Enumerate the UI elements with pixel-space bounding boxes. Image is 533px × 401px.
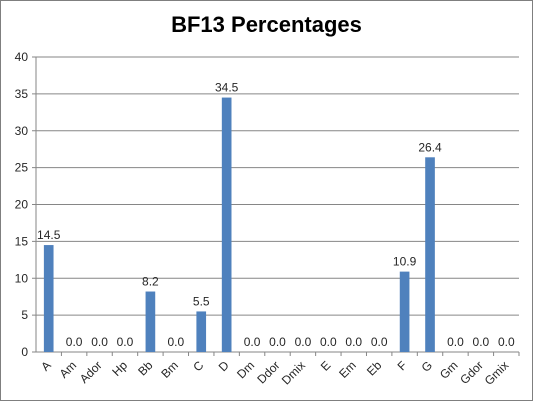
data-label-ador: 0.0 bbox=[91, 335, 108, 349]
y-tick-label: 25 bbox=[15, 161, 29, 175]
bar-g bbox=[425, 157, 435, 352]
x-tick-label: F bbox=[395, 358, 410, 373]
gridlines bbox=[36, 56, 519, 316]
bar-bb bbox=[145, 291, 156, 352]
y-tick-label: 0 bbox=[21, 345, 28, 359]
x-tick-label: Hp bbox=[109, 358, 130, 379]
x-tick-label: Em bbox=[336, 358, 359, 381]
x-tick-label: Am bbox=[57, 358, 80, 381]
data-label-bm: 0.0 bbox=[167, 335, 184, 349]
data-label-dmix: 0.0 bbox=[295, 335, 312, 349]
data-label-hp: 0.0 bbox=[117, 335, 134, 349]
data-label-e: 0.0 bbox=[320, 335, 337, 349]
x-tick-label: Gdor bbox=[457, 358, 486, 387]
x-tick-label: Ador bbox=[77, 358, 105, 386]
bar-a bbox=[43, 245, 54, 352]
x-tick-label: E bbox=[318, 358, 334, 374]
y-tick-label: 35 bbox=[15, 87, 29, 101]
y-tick-label: 15 bbox=[15, 234, 29, 248]
data-label-gmix: 0.0 bbox=[498, 335, 515, 349]
data-label-gm: 0.0 bbox=[447, 335, 464, 349]
bar-f bbox=[399, 271, 410, 352]
y-tick-label: 10 bbox=[15, 271, 29, 285]
x-tick-label: C bbox=[190, 358, 206, 374]
x-tick-label: Bb bbox=[135, 358, 156, 379]
data-labels: 14.5 0.0 0.0 0.0 8.2 0.0 5.5 34.5 0.0 0.0 0.0 0.0 0.… bbox=[37, 81, 515, 349]
x-tick-label: D bbox=[216, 358, 232, 374]
x-tick-label: Gmix bbox=[482, 358, 512, 388]
chart-title: BF13 Percentages bbox=[171, 12, 362, 37]
data-label-g: 26.4 bbox=[418, 140, 442, 154]
x-tick-label: A bbox=[38, 358, 54, 374]
data-label-gdor: 0.0 bbox=[473, 335, 490, 349]
data-label-a: 14.5 bbox=[37, 228, 61, 242]
bar-c bbox=[196, 311, 207, 352]
y-tick-label: 30 bbox=[15, 124, 29, 138]
x-tick-label: Ddor bbox=[254, 358, 282, 386]
data-label-c: 5.5 bbox=[193, 294, 210, 308]
data-label-f: 10.9 bbox=[393, 255, 417, 269]
x-tick-label: Dm bbox=[234, 358, 257, 381]
axes bbox=[32, 56, 520, 356]
data-label-dm: 0.0 bbox=[244, 335, 261, 349]
data-label-bb: 8.2 bbox=[142, 275, 159, 289]
x-tick-label: Bm bbox=[158, 358, 181, 381]
data-label-em: 0.0 bbox=[345, 335, 362, 349]
x-tick-label: G bbox=[419, 358, 436, 375]
data-label-ddor: 0.0 bbox=[269, 335, 286, 349]
x-tick-label: Eb bbox=[364, 358, 385, 379]
y-tick-label: 40 bbox=[15, 50, 29, 64]
x-tick-label: Dmix bbox=[279, 358, 308, 387]
data-label-eb: 0.0 bbox=[371, 335, 388, 349]
y-tick-label: 5 bbox=[21, 308, 28, 322]
data-label-d: 34.5 bbox=[215, 81, 239, 95]
bars bbox=[43, 97, 435, 352]
y-tick-label: 20 bbox=[15, 198, 29, 212]
bar-d bbox=[221, 97, 232, 352]
data-label-am: 0.0 bbox=[66, 335, 83, 349]
y-tick-labels: 0 5 10 15 20 25 30 35 40 bbox=[15, 50, 29, 359]
